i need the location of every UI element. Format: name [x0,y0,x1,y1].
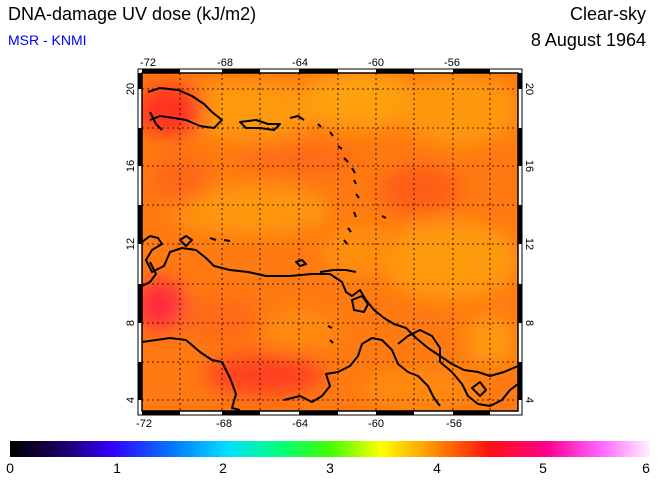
lon-tick-bottom-2: -68 [216,418,232,430]
lat-tick-left-1: 20 [125,83,137,95]
aruba-coast [179,235,193,247]
colombia-coast [142,261,157,287]
colombia-venezuela-border [142,337,223,363]
suriname-border [439,361,518,407]
abc-islands [209,237,231,242]
uv-field [142,73,518,411]
lon-tick-top-5: -56 [444,57,460,69]
colorbar-label-1: 1 [113,460,121,476]
graticule [142,73,518,411]
uv-dose-map: -72 -68 -64 -60 -56 -72 -68 -64 -60 -56 … [125,57,535,430]
virgin-islands [289,115,305,121]
lat-tick-right-3: 12 [523,238,535,250]
lat-tick-left-4: 8 [125,320,137,326]
lat-tick-right-5: 4 [523,397,535,403]
trinidad-coast [351,295,369,313]
colorbar-label-4: 4 [433,460,441,476]
hispaniola-coast [147,87,223,129]
colorbar-label-2: 2 [219,460,227,476]
puerto-rico-coast [239,119,281,131]
venezuela-border-south [221,361,241,411]
barbados-coast [381,215,387,219]
lesser-antilles [317,123,360,245]
guyana-border [283,337,441,407]
colorbar-label-6: 6 [642,460,650,476]
sky-condition-label: Clear-sky [569,4,646,24]
lon-tick-bottom-3: -64 [292,418,308,430]
margarita-coast [295,259,307,267]
colorbar [10,441,650,457]
chart-title: DNA-damage UV dose (kJ/m2) [8,4,257,24]
lon-tick-top-4: -60 [368,57,384,69]
date-label: 8 August 1964 [530,30,646,50]
peninsula-paria [319,269,357,273]
source-label: MSR - KNMI [8,32,87,48]
coastlines [142,87,518,411]
lon-tick-top-1: -72 [140,57,156,69]
reservoir-coast [471,381,487,397]
lat-tick-left-3: 12 [125,238,137,250]
lon-tick-top-2: -68 [217,57,233,69]
essequibo-border [397,329,441,362]
lat-tick-left-2: 16 [125,160,137,172]
frame-checker [137,68,523,416]
lat-tick-right-1: 20 [523,83,535,95]
colorbar-label-3: 3 [326,460,334,476]
lon-tick-bottom-5: -56 [446,418,462,430]
lon-tick-bottom-1: -72 [136,418,152,430]
lon-tick-bottom-4: -60 [368,418,384,430]
colorbar-label-0: 0 [6,460,14,476]
lat-tick-left-5: 4 [125,397,137,403]
colorbar-label-5: 5 [539,460,547,476]
lat-tick-right-2: 16 [523,160,535,172]
inland-lakes [327,325,334,344]
haiti-peninsula [149,111,163,131]
lon-tick-top-3: -64 [292,57,308,69]
lat-tick-right-4: 8 [523,320,535,326]
